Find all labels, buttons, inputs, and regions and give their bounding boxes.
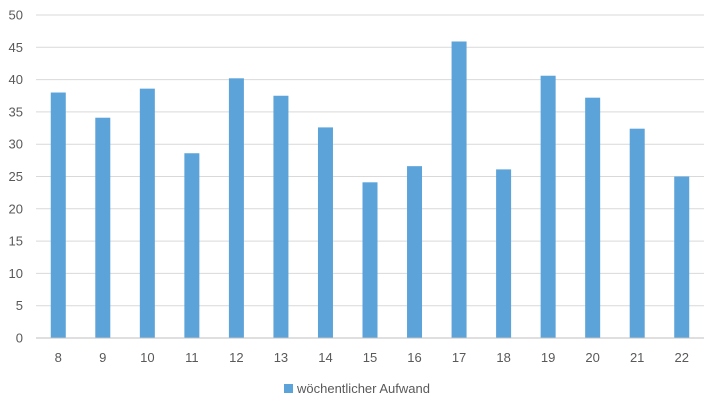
x-tick-label: 14 bbox=[318, 350, 332, 365]
bar-15[interactable] bbox=[362, 182, 378, 338]
x-tick-label: 11 bbox=[185, 350, 199, 365]
x-tick-label: 21 bbox=[630, 350, 644, 365]
x-tick-label: 12 bbox=[229, 350, 243, 365]
y-tick-label: 45 bbox=[9, 40, 23, 55]
x-tick-label: 16 bbox=[407, 350, 421, 365]
x-tick-label: 20 bbox=[585, 350, 599, 365]
bar-9[interactable] bbox=[95, 117, 111, 339]
y-tick-label: 25 bbox=[9, 169, 23, 184]
y-tick-label: 5 bbox=[16, 298, 23, 313]
x-tick-label: 13 bbox=[274, 350, 288, 365]
bar-11[interactable] bbox=[184, 153, 200, 338]
bar-13[interactable] bbox=[273, 95, 289, 338]
bar-20[interactable] bbox=[585, 97, 601, 338]
x-tick-label: 17 bbox=[452, 350, 466, 365]
legend[interactable]: wöchentlicher Aufwand bbox=[284, 381, 430, 396]
x-axis-tick-labels: 8 9 10 11 12 13 14 15 16 17 18 19 20 21 22 bbox=[55, 350, 689, 365]
y-tick-label: 35 bbox=[9, 104, 23, 119]
x-tick-label: 10 bbox=[140, 350, 154, 365]
legend-swatch bbox=[284, 384, 293, 393]
bar-16[interactable] bbox=[407, 166, 423, 338]
bar-22[interactable] bbox=[674, 176, 690, 339]
bar-21[interactable] bbox=[629, 128, 645, 338]
y-tick-label: 0 bbox=[16, 331, 23, 346]
x-tick-label: 8 bbox=[55, 350, 62, 365]
bar-8[interactable] bbox=[50, 92, 66, 339]
y-tick-label: 20 bbox=[9, 201, 23, 216]
x-tick-label: 18 bbox=[496, 350, 510, 365]
x-tick-label: 9 bbox=[99, 350, 106, 365]
bar-19[interactable] bbox=[540, 75, 556, 338]
x-tick-label: 15 bbox=[363, 350, 377, 365]
y-tick-label: 30 bbox=[9, 137, 23, 152]
x-tick-label: 22 bbox=[674, 350, 688, 365]
y-tick-label: 40 bbox=[9, 72, 23, 87]
x-tick-label: 19 bbox=[541, 350, 555, 365]
y-tick-label: 10 bbox=[9, 266, 23, 281]
bar-series bbox=[50, 41, 690, 339]
y-axis-tick-labels: 0 5 10 15 20 25 30 35 40 45 50 bbox=[9, 8, 23, 346]
bar-18[interactable] bbox=[496, 169, 512, 338]
legend-label: wöchentlicher Aufwand bbox=[296, 381, 430, 396]
bar-14[interactable] bbox=[317, 127, 333, 339]
y-tick-label: 50 bbox=[9, 8, 23, 23]
bar-10[interactable] bbox=[139, 88, 155, 338]
bar-12[interactable] bbox=[228, 78, 244, 339]
y-tick-label: 15 bbox=[9, 234, 23, 249]
bar-17[interactable] bbox=[451, 41, 467, 339]
